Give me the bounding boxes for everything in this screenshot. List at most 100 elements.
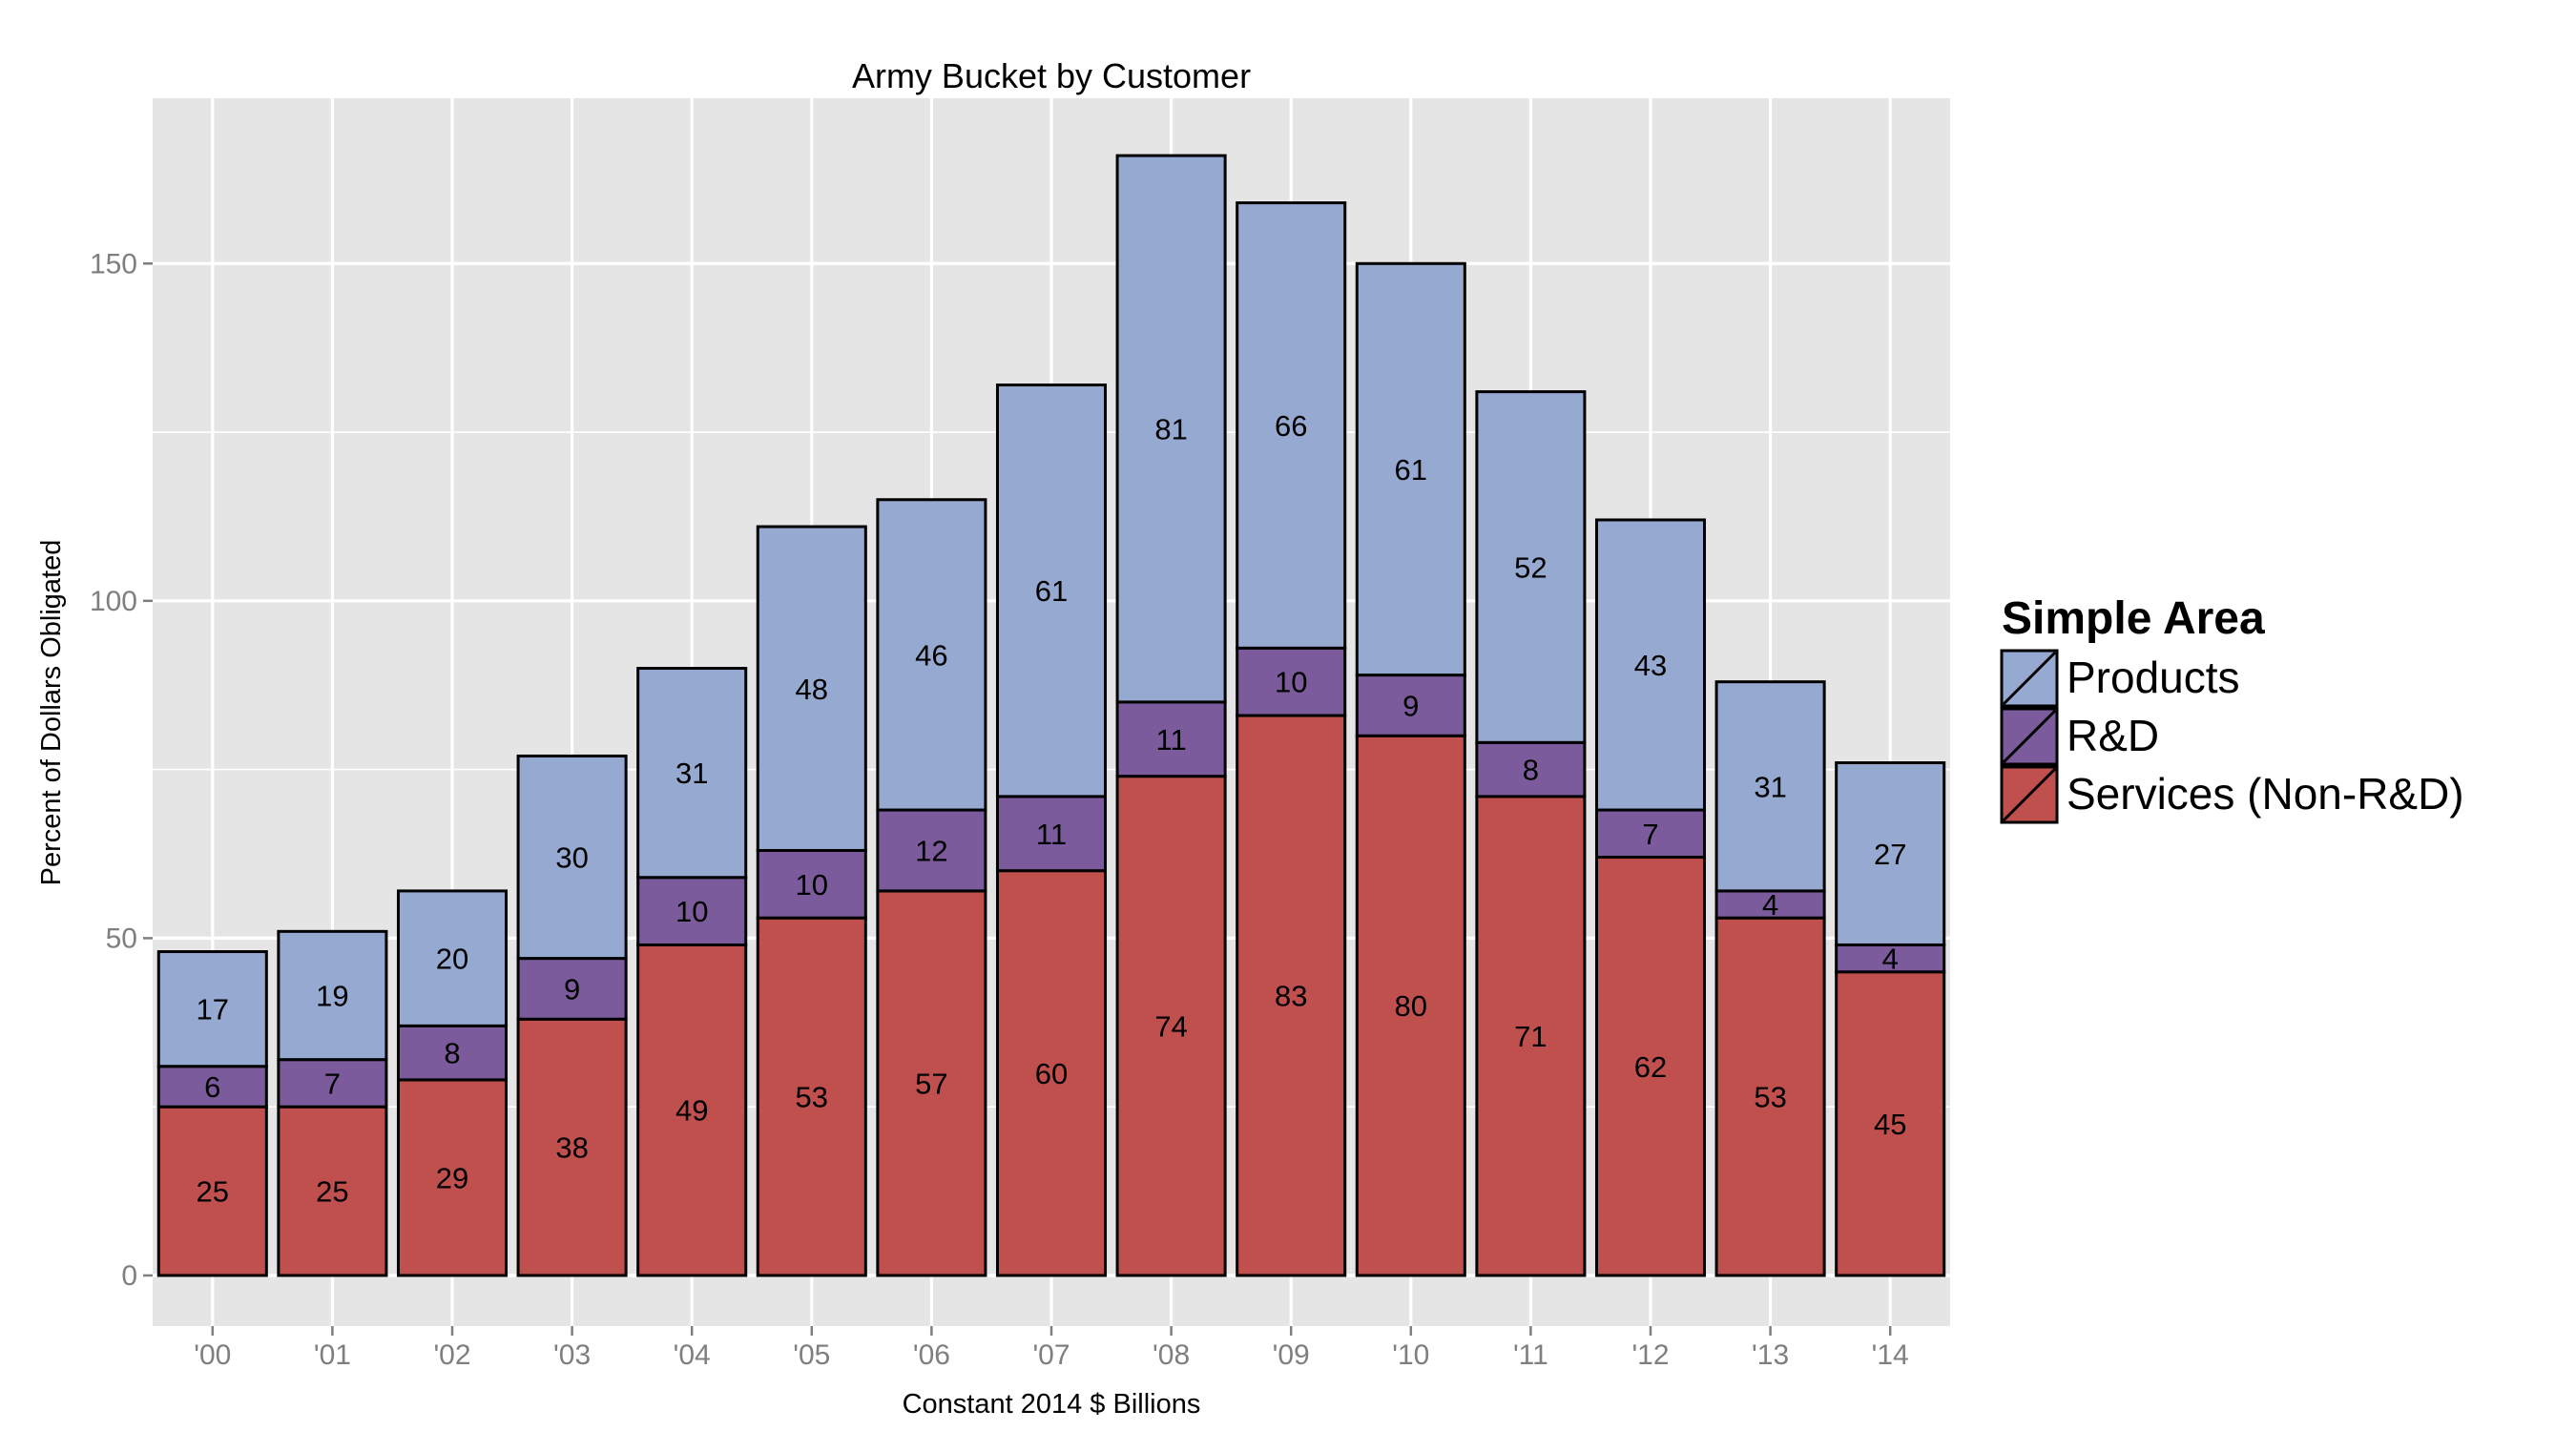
data-label: 11 — [1036, 818, 1067, 851]
y-axis: 0 50 100 150 — [90, 248, 153, 1292]
x-tick-label: '01 — [314, 1339, 351, 1371]
x-tick-label: '11 — [1513, 1339, 1548, 1371]
bar-segment — [1355, 734, 1466, 1277]
x-tick-label: '09 — [1273, 1339, 1310, 1371]
data-label: 83 — [1275, 980, 1307, 1013]
data-label: 71 — [1514, 1020, 1547, 1053]
chart-title: Army Bucket by Customer — [852, 56, 1251, 95]
bar-segment — [1714, 916, 1826, 1277]
legend-title: Simple Area — [2002, 593, 2265, 644]
x-tick-label: '03 — [553, 1339, 591, 1371]
bar-segment — [1594, 518, 1707, 812]
bar-segment — [1594, 856, 1707, 1277]
data-label: 81 — [1154, 413, 1187, 446]
bar-segment — [876, 889, 987, 1277]
data-label: 9 — [564, 972, 580, 1006]
bar-segment — [1835, 761, 1946, 946]
bar-segment — [1475, 795, 1587, 1277]
data-label: 62 — [1634, 1050, 1667, 1084]
bar-segment — [1236, 201, 1347, 650]
data-label: 52 — [1514, 550, 1547, 584]
data-label: 38 — [555, 1131, 588, 1165]
bar-segment — [1236, 646, 1347, 717]
bar-segment — [1355, 261, 1466, 677]
x-tick-label: '05 — [793, 1339, 830, 1371]
bar-segment — [516, 957, 628, 1021]
x-tick-label: '06 — [913, 1339, 950, 1371]
data-label: 7 — [1642, 818, 1658, 851]
data-label: 12 — [915, 834, 947, 867]
data-label: 4 — [1882, 943, 1899, 976]
x-tick-label: '10 — [1392, 1339, 1429, 1371]
y-axis-title: Percent of Dollars Obligated — [36, 540, 67, 886]
bar-segment — [1355, 674, 1466, 737]
data-label: 66 — [1275, 409, 1307, 443]
data-label: 48 — [796, 673, 828, 706]
x-tick-label: '13 — [1752, 1339, 1789, 1371]
legend-item-label: Products — [2067, 653, 2240, 702]
y-tick-label: 100 — [90, 586, 137, 617]
y-tick-label: 150 — [90, 248, 137, 280]
bar-segment — [277, 1105, 388, 1277]
bar-segment — [516, 754, 628, 961]
data-label: 30 — [555, 841, 588, 875]
bar-segment — [156, 1065, 268, 1109]
bar-segment — [636, 876, 748, 946]
data-label: 29 — [436, 1161, 468, 1194]
data-label: 7 — [324, 1067, 341, 1100]
x-axis-title: Constant 2014 $ Billions — [903, 1389, 1201, 1420]
data-label: 27 — [1874, 838, 1906, 871]
data-label: 10 — [796, 868, 828, 902]
legend-key-slash — [2002, 651, 2057, 706]
bar-segment — [756, 525, 867, 852]
bar-segment — [396, 1024, 509, 1082]
legend-item-label: R&D — [2067, 711, 2159, 760]
bar-segment — [995, 795, 1108, 873]
bar-segment — [396, 889, 509, 1027]
bar-segment — [636, 943, 748, 1277]
x-tick-label: '12 — [1631, 1339, 1669, 1371]
bar-segment — [1714, 680, 1826, 893]
data-label: 25 — [197, 1175, 229, 1209]
bar-segment — [1475, 740, 1587, 798]
data-label: 11 — [1156, 723, 1187, 757]
data-label: 60 — [1035, 1057, 1068, 1090]
legend-item-label: Services (Non-R&D) — [2067, 769, 2464, 819]
data-label: 80 — [1395, 989, 1427, 1023]
bar-segment — [156, 950, 268, 1068]
bar-segment — [1475, 390, 1587, 744]
bar-segment — [876, 808, 987, 893]
data-label: 6 — [204, 1070, 220, 1104]
legend-key-slash — [2002, 709, 2057, 764]
bar-segment — [1115, 154, 1227, 704]
data-label: 31 — [675, 757, 708, 790]
data-label: 31 — [1754, 770, 1786, 803]
data-label: 53 — [1754, 1081, 1786, 1114]
bar-segment — [1236, 714, 1347, 1277]
x-tick-label: '14 — [1872, 1339, 1909, 1371]
data-label: 61 — [1395, 453, 1427, 487]
bar-segment — [1115, 775, 1227, 1277]
y-tick-label: 0 — [121, 1260, 137, 1292]
data-label: 61 — [1035, 574, 1068, 608]
x-tick-label: '02 — [433, 1339, 470, 1371]
bar-segment — [636, 667, 748, 880]
x-tick-label: '08 — [1153, 1339, 1190, 1371]
data-label: 19 — [316, 980, 348, 1013]
data-label: 45 — [1874, 1108, 1906, 1141]
x-tick-label: '07 — [1032, 1339, 1070, 1371]
data-label: 74 — [1154, 1009, 1187, 1043]
data-label: 46 — [915, 638, 947, 672]
bars — [156, 154, 1946, 1277]
data-label: 10 — [1275, 666, 1307, 699]
legend-key-slash — [2002, 767, 2057, 822]
data-label: 10 — [675, 895, 708, 928]
bar-segment — [277, 929, 388, 1062]
data-label: 9 — [1402, 689, 1419, 722]
bar-segment — [516, 1017, 628, 1277]
data-label: 4 — [1762, 888, 1778, 922]
bar-segment — [756, 848, 867, 920]
legend: Simple Area Products R&D Services (Non-R&D… — [2000, 593, 2464, 824]
